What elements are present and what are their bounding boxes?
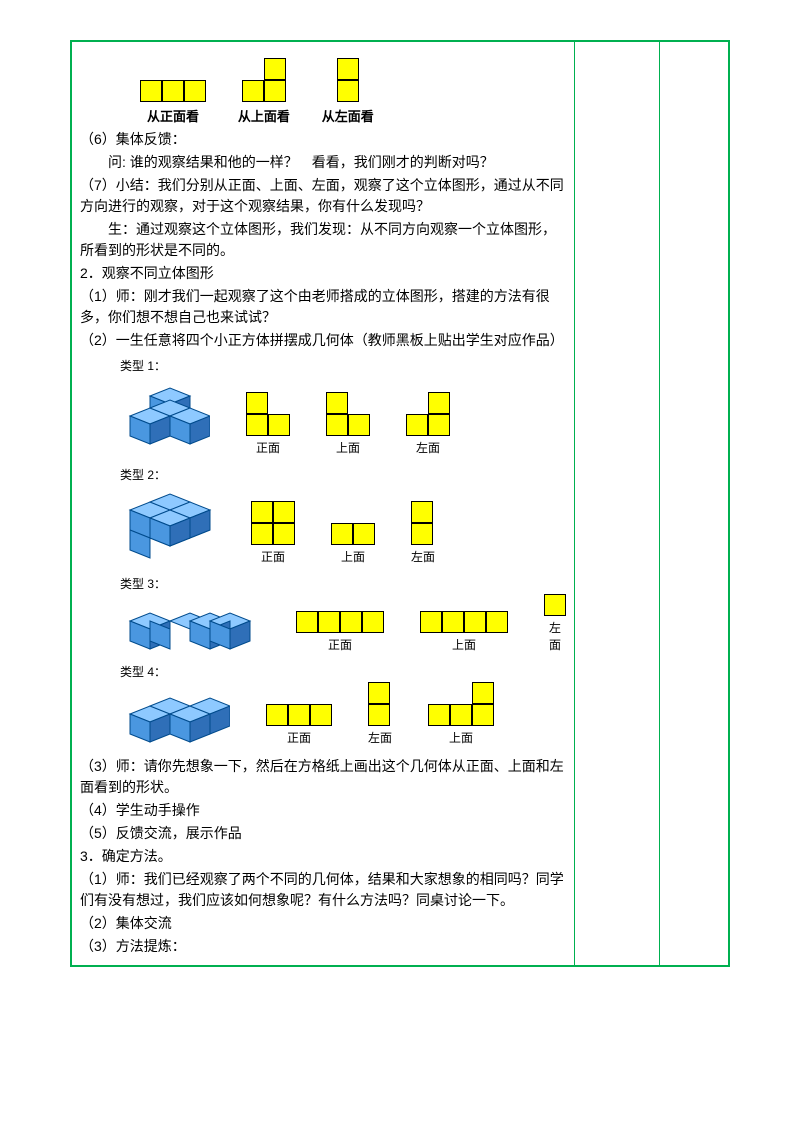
lbl-top: 从上面看 [238, 106, 290, 125]
view-left: 从左面看 [322, 52, 374, 125]
type4-cube [120, 686, 230, 746]
view-front: 从正面看 [140, 52, 206, 125]
type2-top: 上面 [331, 523, 375, 565]
p32: （2）集体交流 [80, 913, 566, 934]
type1-label: 类型 1： [120, 357, 566, 374]
type3-left: 左面 [544, 594, 566, 653]
p31: （1）师：我们已经观察了两个不同的几何体，结果和大家想象的相同吗？同学们有没有想… [80, 869, 566, 911]
p7: （7）小结：我们分别从正面、上面、左面，观察了这个立体图形，通过从不同方向进行的… [80, 175, 566, 217]
type2-label: 类型 2： [120, 466, 566, 483]
type-1: 类型 1： 正面 [120, 357, 566, 456]
lbl-front: 从正面看 [140, 106, 206, 125]
p24: （4）学生动手操作 [80, 800, 566, 821]
type1-top: 上面 [326, 392, 370, 456]
type3-cube [120, 603, 260, 653]
type3-label: 类型 3： [120, 575, 566, 592]
type1-front: 正面 [246, 392, 290, 456]
type2-front: 正面 [251, 501, 295, 565]
type4-front: 正面 [266, 704, 332, 746]
type4-label: 类型 4： [120, 663, 566, 680]
layout-table: 从正面看 从上面看 从左面看 （6）集体反馈： 问: 谁的观察结果和他的一样？ … [71, 41, 729, 966]
type-3: 类型 3： 正面 [120, 575, 566, 653]
p22: （2）一生任意将四个小正方体拼摆成几何体（教师黑板上贴出学生对应作品） [80, 330, 566, 351]
empty-col-2 [575, 42, 660, 966]
p23: （3）师：请你先想象一下，然后在方格纸上画出这个几何体从正面、上面和左面看到的形… [80, 756, 566, 798]
content-cell: 从正面看 从上面看 从左面看 （6）集体反馈： 问: 谁的观察结果和他的一样？ … [72, 42, 575, 966]
h3: 3．确定方法。 [80, 846, 566, 867]
p33: （3）方法提炼： [80, 936, 566, 957]
type2-left: 左面 [411, 501, 435, 565]
view-top: 从上面看 [238, 52, 290, 125]
empty-col-3 [659, 42, 729, 966]
p25: （5）反馈交流，展示作品 [80, 823, 566, 844]
type3-front: 正面 [296, 611, 384, 653]
lbl-left: 从左面看 [322, 106, 374, 125]
p21: （1）师：刚才我们一起观察了这个由老师搭成的立体图形，搭建的方法有很多，你们想不… [80, 286, 566, 328]
type2-cube [120, 485, 215, 565]
type4-top: 上面 [428, 682, 494, 746]
type4-left: 左面 [368, 682, 392, 746]
p6-lead: （6）集体反馈： [80, 129, 566, 150]
type-2: 类型 2： [120, 466, 566, 565]
type1-cube [120, 376, 210, 456]
top-views: 从正面看 从上面看 从左面看 [140, 52, 566, 125]
type-4: 类型 4： 正面 左面 [120, 663, 566, 746]
type3-top: 上面 [420, 611, 508, 653]
p7s: 生：通过观察这个立体图形，我们发现：从不同方向观察一个立体图形，所看到的形状是不… [80, 219, 566, 261]
p6-q: 问: 谁的观察结果和他的一样？ 看看，我们刚才的判断对吗？ [80, 152, 566, 173]
type1-left: 左面 [406, 392, 450, 456]
h2: 2．观察不同立体图形 [80, 263, 566, 284]
